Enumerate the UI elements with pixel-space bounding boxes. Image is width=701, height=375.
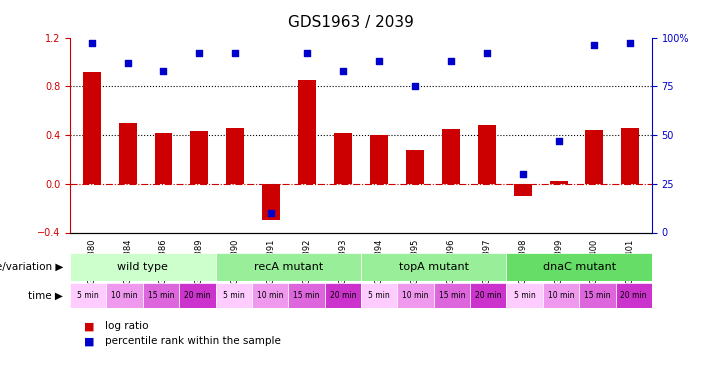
FancyBboxPatch shape — [507, 283, 543, 308]
Point — [122, 60, 133, 66]
Point — [517, 171, 529, 177]
Text: 20 min: 20 min — [329, 291, 356, 300]
Point — [589, 42, 600, 48]
Text: 10 min: 10 min — [402, 291, 429, 300]
Point — [409, 83, 421, 89]
Point — [481, 50, 492, 56]
Text: 5 min: 5 min — [368, 291, 390, 300]
Point — [86, 40, 97, 46]
Bar — [585, 130, 604, 184]
Text: 15 min: 15 min — [439, 291, 465, 300]
FancyBboxPatch shape — [361, 283, 397, 308]
FancyBboxPatch shape — [70, 253, 216, 281]
Point — [158, 68, 169, 74]
Point — [337, 68, 348, 74]
Bar — [154, 133, 172, 184]
FancyBboxPatch shape — [325, 283, 361, 308]
Text: 5 min: 5 min — [514, 291, 536, 300]
Text: 20 min: 20 min — [184, 291, 210, 300]
Text: 5 min: 5 min — [77, 291, 99, 300]
Bar — [478, 125, 496, 184]
FancyBboxPatch shape — [216, 253, 361, 281]
FancyBboxPatch shape — [543, 283, 579, 308]
Text: topA mutant: topA mutant — [399, 262, 469, 272]
Bar — [550, 182, 568, 184]
Text: wild type: wild type — [117, 262, 168, 272]
FancyBboxPatch shape — [434, 283, 470, 308]
FancyBboxPatch shape — [288, 283, 325, 308]
Bar — [406, 150, 424, 184]
Text: log ratio: log ratio — [105, 321, 149, 331]
Text: 5 min: 5 min — [223, 291, 245, 300]
Text: genotype/variation ▶: genotype/variation ▶ — [0, 262, 63, 272]
Point — [230, 50, 241, 56]
Bar — [442, 129, 460, 184]
Bar — [298, 80, 316, 184]
Text: time ▶: time ▶ — [28, 290, 63, 300]
FancyBboxPatch shape — [179, 283, 216, 308]
Bar — [262, 184, 280, 220]
Text: 10 min: 10 min — [111, 291, 138, 300]
Text: 15 min: 15 min — [293, 291, 320, 300]
Bar — [514, 184, 531, 196]
FancyBboxPatch shape — [143, 283, 179, 308]
Bar — [370, 135, 388, 184]
Text: GDS1963 / 2039: GDS1963 / 2039 — [287, 15, 414, 30]
Bar — [226, 128, 244, 184]
Text: ■: ■ — [84, 336, 95, 346]
Text: 15 min: 15 min — [148, 291, 175, 300]
Bar — [621, 128, 639, 184]
FancyBboxPatch shape — [397, 283, 434, 308]
Text: 15 min: 15 min — [584, 291, 611, 300]
Text: recA mutant: recA mutant — [254, 262, 323, 272]
Point — [301, 50, 313, 56]
Text: dnaC mutant: dnaC mutant — [543, 262, 615, 272]
Point — [266, 210, 277, 216]
Text: 10 min: 10 min — [547, 291, 574, 300]
FancyBboxPatch shape — [107, 283, 143, 308]
FancyBboxPatch shape — [216, 283, 252, 308]
FancyBboxPatch shape — [252, 283, 288, 308]
Bar — [191, 131, 208, 184]
FancyBboxPatch shape — [507, 253, 652, 281]
Point — [374, 58, 385, 64]
FancyBboxPatch shape — [615, 283, 652, 308]
Bar — [83, 72, 101, 184]
Point — [445, 58, 456, 64]
Text: percentile rank within the sample: percentile rank within the sample — [105, 336, 281, 346]
FancyBboxPatch shape — [579, 283, 615, 308]
FancyBboxPatch shape — [470, 283, 507, 308]
Text: 20 min: 20 min — [475, 291, 501, 300]
Bar — [334, 133, 352, 184]
FancyBboxPatch shape — [70, 283, 107, 308]
Text: 20 min: 20 min — [620, 291, 647, 300]
FancyBboxPatch shape — [361, 253, 507, 281]
Text: 10 min: 10 min — [257, 291, 283, 300]
Bar — [118, 123, 137, 184]
Point — [553, 138, 564, 144]
Text: ■: ■ — [84, 321, 95, 331]
Point — [625, 40, 636, 46]
Point — [193, 50, 205, 56]
